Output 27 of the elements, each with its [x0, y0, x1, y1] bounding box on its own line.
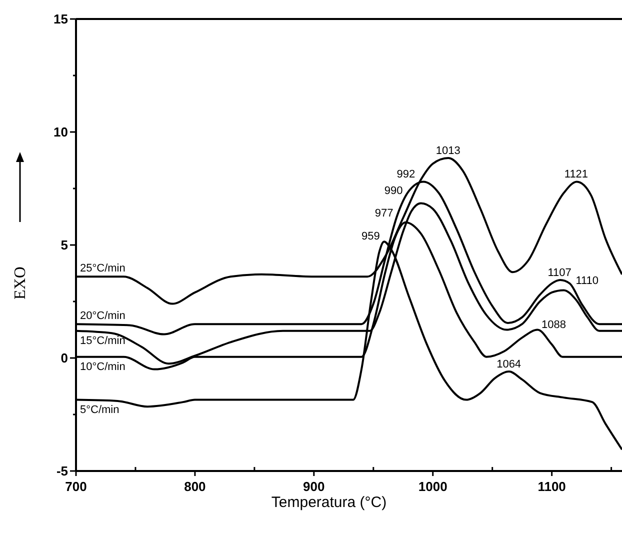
x-axis-title: Temperatura (°C) [271, 494, 387, 511]
y-tick-label: 10 [54, 124, 68, 140]
annotation: 990 [384, 185, 403, 198]
x-tick-label: 1100 [538, 479, 566, 494]
series-label: 10°C/min [80, 360, 126, 373]
annotation: 1110 [576, 275, 599, 288]
x-tick-label: 1000 [418, 479, 448, 494]
annotation: 1107 [548, 267, 572, 280]
y-axis-title: EXO [12, 266, 29, 300]
y-tick-label: 0 [60, 350, 68, 366]
annotation: 959 [361, 230, 380, 243]
annotation: 992 [396, 168, 416, 181]
annotation: 1121 [564, 168, 588, 181]
y-tick-label: 5 [60, 238, 68, 253]
x-tick-label: 800 [184, 479, 206, 494]
series-label: 25°C/min [80, 262, 126, 275]
series-label: 20°C/min [80, 310, 126, 322]
series-label: 15°C/min [80, 334, 126, 347]
annotation: 1013 [436, 144, 460, 157]
y-tick-label: 15 [54, 12, 68, 27]
x-tick-label: 900 [303, 479, 325, 494]
annotation: 977 [374, 207, 394, 220]
series-label: 5°C/min [80, 404, 120, 416]
y-tick-label: -5 [56, 464, 68, 479]
x-tick-label: 700 [65, 479, 87, 494]
annotation: 1088 [542, 318, 566, 331]
annotation: 1064 [496, 358, 522, 371]
